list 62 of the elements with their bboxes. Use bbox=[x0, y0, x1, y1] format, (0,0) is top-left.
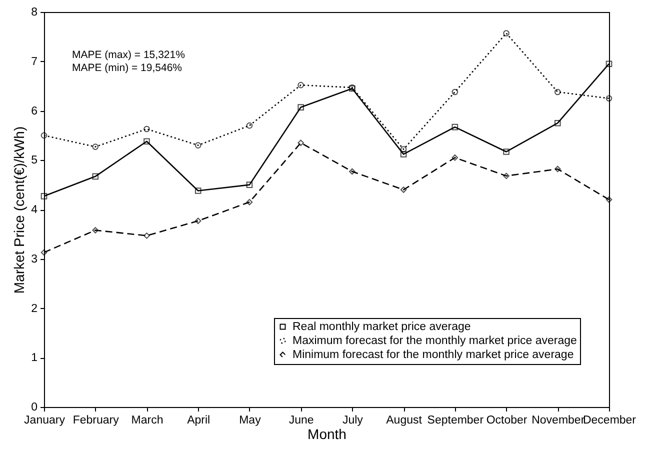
point bbox=[606, 95, 612, 102]
point bbox=[606, 60, 612, 67]
x-tick-label: April bbox=[187, 414, 210, 426]
point bbox=[606, 196, 612, 203]
point bbox=[452, 88, 458, 96]
point bbox=[400, 146, 407, 152]
x-tick-label: August bbox=[386, 414, 423, 426]
point bbox=[298, 82, 304, 88]
x-tick-label: September bbox=[427, 414, 484, 426]
x-tick-label: January bbox=[24, 414, 66, 426]
point bbox=[554, 88, 561, 96]
point bbox=[92, 144, 99, 150]
y-tick-label: 5 bbox=[31, 154, 38, 167]
point bbox=[400, 151, 407, 158]
y-tick-label: 0 bbox=[31, 402, 38, 414]
x-tick-label: July bbox=[342, 414, 364, 426]
point bbox=[194, 188, 202, 194]
y-tick-label: 8 bbox=[31, 6, 38, 18]
point bbox=[40, 249, 48, 256]
point bbox=[503, 148, 510, 155]
x-tick-label: October bbox=[486, 414, 528, 426]
point bbox=[554, 120, 561, 126]
point bbox=[452, 154, 458, 161]
point bbox=[503, 30, 510, 36]
y-tick-label: 2 bbox=[31, 302, 38, 315]
point bbox=[246, 182, 253, 188]
point bbox=[40, 193, 48, 200]
legend-label: Maximum forecast for the monthly market price average bbox=[292, 334, 577, 347]
legend-label: Minimum forecast for the monthly market price average bbox=[292, 348, 574, 361]
point bbox=[503, 172, 510, 180]
point bbox=[92, 173, 99, 180]
x-tick-label: March bbox=[131, 414, 164, 426]
point bbox=[246, 198, 253, 206]
point bbox=[40, 132, 48, 139]
x-tick-label: June bbox=[288, 414, 314, 426]
point bbox=[298, 140, 304, 146]
annotation: MAPE (max) = 15,321% bbox=[72, 49, 185, 61]
point bbox=[452, 124, 458, 130]
point bbox=[246, 122, 253, 129]
point bbox=[349, 168, 356, 175]
y-tick-label: 6 bbox=[31, 105, 38, 118]
annotation: MAPE (min) = 19,546% bbox=[72, 62, 182, 74]
point bbox=[400, 186, 407, 193]
point bbox=[554, 166, 561, 172]
legend-label: Real monthly market price average bbox=[292, 320, 471, 333]
point bbox=[144, 232, 150, 239]
point bbox=[194, 218, 202, 224]
point bbox=[298, 104, 304, 110]
x-axis-title: Month bbox=[308, 426, 346, 442]
point bbox=[144, 138, 150, 145]
x-tick-label: February bbox=[72, 414, 120, 426]
x-tick-label: November bbox=[532, 414, 585, 426]
y-tick-label: 4 bbox=[31, 204, 38, 216]
y-tick-label: 3 bbox=[31, 253, 38, 266]
point bbox=[144, 126, 150, 132]
x-tick-label: December bbox=[582, 414, 636, 426]
y-tick-label: 7 bbox=[31, 56, 38, 68]
x-tick-label: May bbox=[239, 414, 262, 426]
y-axis-title: Market Price (cent(€)/kWh) bbox=[11, 126, 28, 294]
y-tick-label: 1 bbox=[31, 352, 38, 364]
point bbox=[92, 227, 99, 234]
point bbox=[194, 142, 202, 148]
